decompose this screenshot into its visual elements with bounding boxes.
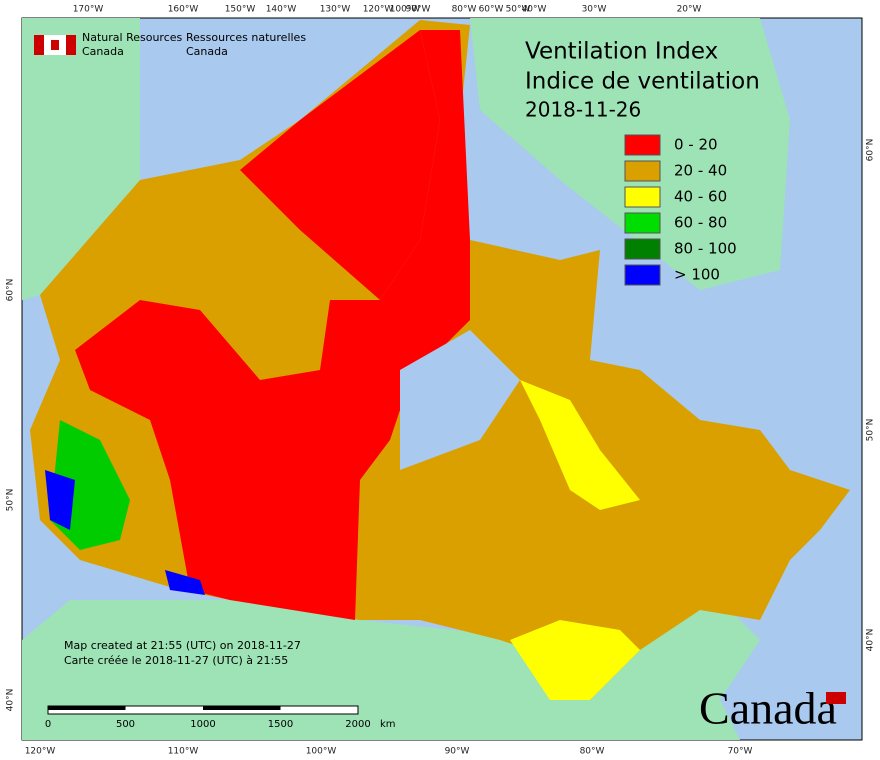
wordmark-flag [826, 692, 846, 704]
wordmark: Canada [699, 683, 837, 734]
legend-swatch [624, 186, 661, 208]
footer: Map created at 21:55 (UTC) on 2018-11-27 [64, 639, 301, 652]
legend-label: 0 - 20 [674, 136, 718, 154]
graticule-label: 150°W [225, 5, 256, 15]
legend-swatch [624, 212, 661, 234]
scale-label: 1000 [190, 719, 215, 730]
scale-label: 1500 [268, 719, 293, 730]
legend-swatch [624, 160, 661, 182]
legend-swatch [624, 134, 661, 156]
date: 2018-11-26 [525, 98, 641, 122]
legend-label: 80 - 100 [674, 240, 737, 258]
graticule-label: 60°W [479, 5, 504, 15]
zone-red [75, 30, 470, 620]
graticule-label: 90°W [445, 747, 470, 757]
zone-yellow [520, 380, 640, 510]
graticule-label: 100°W [306, 747, 337, 757]
agency-en: Canada [82, 45, 124, 58]
graticule-label: 160°W [168, 5, 199, 15]
graticule-label: 20°W [677, 5, 702, 15]
scale-label: 0 [45, 719, 51, 730]
zone-blue [45, 470, 75, 530]
scale-label: 500 [116, 719, 135, 730]
legend-label: 60 - 80 [674, 214, 727, 232]
graticule-label: 50°W [506, 5, 531, 15]
agency-fr: Canada [186, 45, 228, 58]
graticule-label: 80°W [580, 747, 605, 757]
agency-fr: Ressources naturelles [186, 31, 306, 44]
graticule-label: 140°W [266, 5, 297, 15]
graticule-label: 90°W [406, 5, 431, 15]
alaska [22, 18, 140, 300]
graticule-label: 70°W [728, 747, 753, 757]
graticule-label: 120°W [25, 747, 56, 757]
zone-yellow-south [510, 620, 640, 700]
flag-leaf [51, 40, 59, 50]
footer: Carte créée le 2018-11-27 (UTC) à 21:55 [64, 654, 288, 667]
legend-swatch [624, 264, 661, 286]
legend-label: 40 - 60 [674, 188, 727, 206]
graticule-label: 50°N [6, 489, 16, 512]
legend-label: > 100 [674, 266, 720, 284]
scale-segment [203, 706, 281, 710]
agency-en: Natural Resources [82, 31, 183, 44]
graticule-label: 80°W [452, 5, 477, 15]
legend-swatch [624, 238, 661, 260]
graticule-label: 130°W [320, 5, 351, 15]
graticule-label: 120°W [363, 5, 394, 15]
graticule-label: 170°W [73, 5, 104, 15]
legend-label: 20 - 40 [674, 162, 727, 180]
scale-segment [48, 706, 126, 710]
usa [22, 600, 760, 740]
flag-band [34, 35, 44, 55]
zone-red-north [240, 30, 440, 300]
graticule-label: 60°N [6, 279, 16, 302]
title: Ventilation Index [525, 39, 718, 65]
graticule-label: 40°W [522, 5, 547, 15]
graticule-label: 30°W [582, 5, 607, 15]
graticule-label: 100°W [390, 5, 421, 15]
title: Indice de ventilation [525, 69, 760, 95]
scale-label: 2000 [345, 719, 370, 730]
graticule-label: 50°N [866, 419, 876, 442]
hudson-bay [400, 330, 520, 470]
graticule-label: 40°N [866, 629, 876, 652]
graticule-label: 110°W [168, 747, 199, 757]
graticule-label: 60°N [866, 139, 876, 162]
flag-band [66, 35, 76, 55]
zone-blue-2 [165, 570, 205, 595]
graticule-label: 40°N [6, 689, 16, 712]
scale-unit: km [380, 719, 396, 730]
